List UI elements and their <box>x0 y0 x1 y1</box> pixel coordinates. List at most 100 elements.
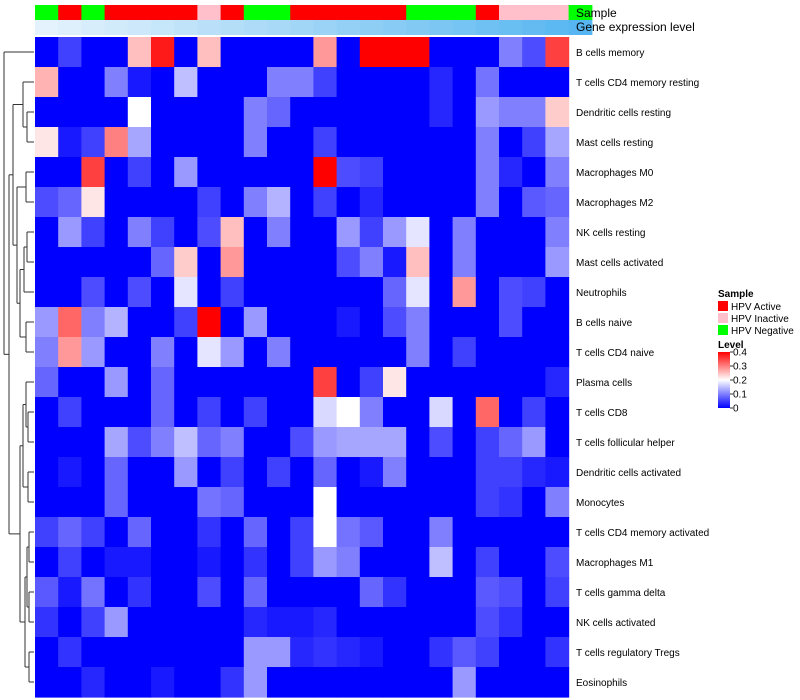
heatmap-cell <box>522 247 546 278</box>
expression-annotation-cell <box>58 20 82 35</box>
heatmap-cell <box>174 397 198 428</box>
heatmap-cell <box>452 487 477 518</box>
heatmap-cell <box>58 97 82 128</box>
expression-annotation-cell <box>383 20 407 35</box>
heatmap-cell <box>151 487 175 518</box>
heatmap-cell <box>35 487 59 518</box>
heatmap-cell <box>290 67 314 98</box>
sample-annotation-bar <box>35 5 593 20</box>
heatmap-cell <box>313 397 338 428</box>
heatmap-cell <box>313 37 338 68</box>
heatmap-cell <box>383 517 407 548</box>
heatmap-cell <box>127 517 152 548</box>
heatmap-cell <box>243 607 268 638</box>
heatmap-cell <box>197 277 222 308</box>
heatmap-cell <box>475 487 500 518</box>
heatmap-cell <box>81 577 106 608</box>
heatmap-cell <box>290 157 314 188</box>
heatmap-cell <box>151 187 175 218</box>
row-dendrogram <box>3 51 34 683</box>
heatmap-cell <box>545 187 570 218</box>
heatmap-cell <box>359 307 384 338</box>
heatmap-cell <box>475 577 500 608</box>
heatmap-cell <box>243 127 268 158</box>
heatmap-cell <box>104 37 129 68</box>
heatmap-cell <box>429 637 454 668</box>
row-label: Dendritic cells resting <box>576 108 671 119</box>
heatmap-cell <box>313 247 338 278</box>
heatmap-cell <box>406 157 430 188</box>
heatmap-cell <box>383 277 407 308</box>
heatmap-cell <box>290 517 314 548</box>
heatmap-cell <box>267 67 291 98</box>
heatmap-cell <box>452 637 477 668</box>
heatmap-cell <box>522 97 546 128</box>
heatmap-cell <box>220 67 245 98</box>
heatmap-cell <box>104 217 129 248</box>
heatmap-cell <box>290 577 314 608</box>
heatmap-cell <box>58 277 82 308</box>
heatmap-cell <box>383 127 407 158</box>
sample-annotation-cell <box>383 5 407 20</box>
heatmap-cell <box>267 337 291 368</box>
heatmap-cell <box>197 667 222 698</box>
heatmap-cell <box>197 577 222 608</box>
heatmap-cell <box>220 427 245 458</box>
heatmap-cell <box>406 127 430 158</box>
heatmap-cell <box>127 427 152 458</box>
heatmap-cell <box>127 577 152 608</box>
heatmap-cell <box>174 517 198 548</box>
heatmap-cell <box>452 667 477 698</box>
heatmap-cell <box>336 457 361 488</box>
heatmap-cell <box>522 187 546 218</box>
heatmap-cell <box>243 427 268 458</box>
heatmap-cell <box>359 217 384 248</box>
heatmap-cell <box>290 427 314 458</box>
heatmap-cell <box>81 637 106 668</box>
heatmap-cell <box>127 547 152 578</box>
heatmap-cell <box>197 457 222 488</box>
heatmap-cell <box>336 427 361 458</box>
heatmap-cell <box>151 667 175 698</box>
heatmap-cell <box>58 247 82 278</box>
heatmap-cell <box>220 487 245 518</box>
heatmap-cell <box>545 337 570 368</box>
sample-annotation-label: Sample <box>576 6 617 20</box>
heatmap-cell <box>127 127 152 158</box>
sample-annotation-cell <box>522 5 546 20</box>
heatmap-cell <box>197 337 222 368</box>
heatmap-cell <box>313 67 338 98</box>
heatmap-cell <box>452 427 477 458</box>
heatmap-cell <box>429 667 454 698</box>
heatmap-cell <box>383 547 407 578</box>
heatmap-cell <box>127 337 152 368</box>
heatmap-cell <box>383 367 407 398</box>
heatmap-cell <box>81 487 106 518</box>
heatmap-cell <box>313 157 338 188</box>
heatmap-cell <box>290 37 314 68</box>
heatmap-cell <box>35 367 59 398</box>
heatmap-cell <box>81 67 106 98</box>
heatmap-cell <box>267 547 291 578</box>
sample-annotation-cell <box>359 5 384 20</box>
heatmap-cell <box>35 637 59 668</box>
heatmap-cell <box>243 187 268 218</box>
heatmap-cell <box>197 67 222 98</box>
row-label: Monocytes <box>576 498 624 509</box>
heatmap-cell <box>58 367 82 398</box>
heatmap-cell <box>359 127 384 158</box>
heatmap-cell <box>127 97 152 128</box>
heatmap-cell <box>359 577 384 608</box>
heatmap-cell <box>174 247 198 278</box>
expression-annotation-cell <box>174 20 198 35</box>
heatmap-cell <box>290 247 314 278</box>
heatmap-cell <box>267 457 291 488</box>
heatmap-cell <box>220 157 245 188</box>
heatmap-cell <box>243 157 268 188</box>
heatmap-cell <box>127 157 152 188</box>
heatmap-cell <box>104 367 129 398</box>
heatmap-cell <box>151 337 175 368</box>
heatmap-cell <box>243 367 268 398</box>
heatmap-cell <box>475 97 500 128</box>
heatmap-cell <box>104 457 129 488</box>
